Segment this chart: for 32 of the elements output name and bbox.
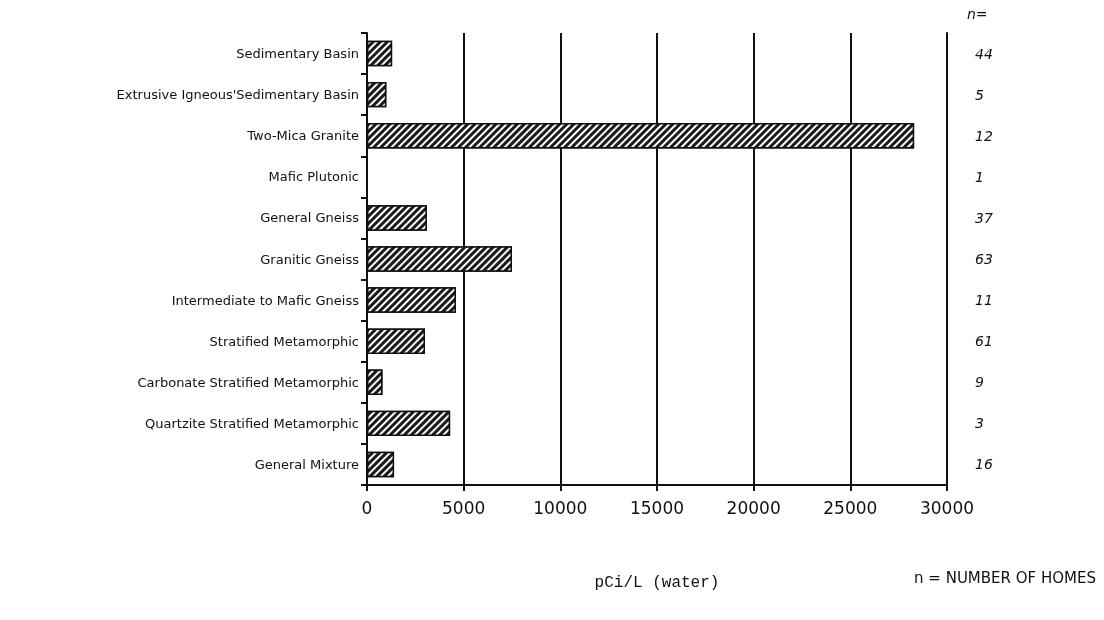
- x-tick-label: 0: [361, 497, 373, 518]
- y-tick-label: Intermediate to Mafic Gneiss: [171, 292, 360, 308]
- y-tick-label: Sedimentary Basin: [236, 46, 359, 62]
- y-tick-label: Stratified Metamorphic: [209, 333, 359, 349]
- y2-axis-title: n=: [967, 6, 988, 22]
- y2-tick-label: 12: [975, 127, 993, 144]
- y2-tick-label: 44: [975, 45, 993, 62]
- x-tick-label: 5000: [442, 497, 486, 518]
- y2-tick-label: 3: [975, 415, 984, 432]
- x-tick-label: 10000: [533, 497, 588, 518]
- y2-tick-label: 63: [975, 251, 993, 267]
- text: n = NUMBER OF HOMES: [914, 568, 1097, 587]
- x-tick-label: 15000: [629, 497, 685, 518]
- y2-tick-label: 37: [975, 209, 993, 226]
- y-tick-label: Mafic Plutonic: [268, 169, 359, 185]
- y-tick-label: General Mixture: [254, 456, 359, 472]
- y2-tick-label: 16: [975, 456, 993, 473]
- y-tick-label: Two-Mica Granite: [246, 128, 359, 144]
- y2-tick-label: 11: [975, 292, 993, 309]
- y2-tick-label: 9: [975, 374, 984, 391]
- y-tick-label: General Gneiss: [260, 210, 360, 226]
- y2-tick-label: 61: [975, 333, 993, 350]
- x-axis-title: pCi/L (water): [594, 574, 720, 592]
- y2-tick-label: 5: [975, 86, 984, 103]
- y2-tick-label: 1: [975, 168, 984, 185]
- x-tick-label: 20000: [726, 497, 781, 518]
- y-tick-label: Quartzite Stratified Metamorphic: [145, 415, 359, 431]
- y-tick-label: Extrusive Igneous'Sedimentary Basin: [116, 87, 359, 103]
- x-tick-label: 25000: [823, 497, 878, 518]
- x-tick-label: 30000: [919, 497, 975, 518]
- y-tick-label: Carbonate Stratified Metamorphic: [137, 374, 359, 390]
- y-tick-label: Granitic Gneiss: [260, 251, 360, 267]
